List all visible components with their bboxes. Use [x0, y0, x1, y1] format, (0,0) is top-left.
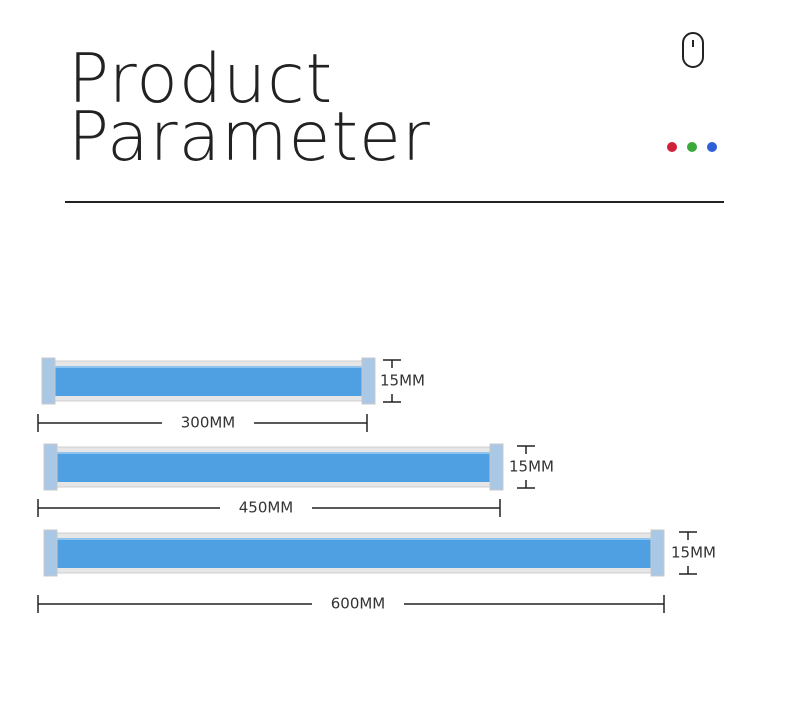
tube-light-edge: [54, 452, 493, 454]
dot-green: [687, 142, 697, 152]
tube-light: [52, 366, 365, 396]
title-line-1: Product: [68, 40, 333, 119]
mouse-icon: [682, 32, 704, 68]
tubes: 300MM 15MM 450MM 15MM 600MM 15MM: [37, 357, 716, 613]
dot-blue: [707, 142, 717, 152]
title-line-2: Parameter: [68, 98, 431, 177]
tube-light-edge: [54, 538, 654, 540]
end-cap: [43, 529, 58, 577]
length-label: 450MM: [239, 499, 294, 517]
end-cap: [43, 443, 58, 491]
height-label: 15MM: [671, 544, 716, 562]
tube-light: [54, 452, 493, 482]
height-label: 15MM: [509, 458, 554, 476]
end-cap: [650, 529, 665, 577]
height-label: 15MM: [380, 372, 425, 390]
dot-red: [667, 142, 677, 152]
tube-light-edge: [52, 366, 365, 368]
end-cap: [361, 357, 376, 405]
length-label: 300MM: [181, 414, 236, 432]
end-cap: [41, 357, 56, 405]
end-cap: [489, 443, 504, 491]
length-label: 600MM: [331, 595, 386, 613]
tube-light: [54, 538, 654, 568]
